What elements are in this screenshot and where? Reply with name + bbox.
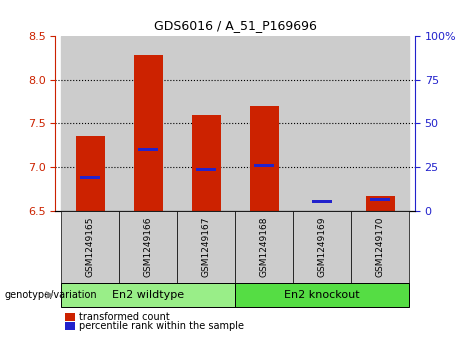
Text: GSM1249169: GSM1249169	[318, 217, 326, 277]
Bar	[235, 36, 293, 211]
Text: transformed count: transformed count	[79, 312, 170, 322]
Bar	[293, 36, 351, 211]
Text: GSM1249170: GSM1249170	[376, 217, 384, 277]
Bar	[177, 36, 235, 211]
Text: En2 wildtype: En2 wildtype	[112, 290, 184, 300]
Bar	[134, 56, 163, 211]
Bar	[366, 196, 395, 211]
Text: GSM1249165: GSM1249165	[86, 217, 95, 277]
Bar	[76, 136, 105, 211]
Text: percentile rank within the sample: percentile rank within the sample	[79, 321, 244, 331]
Text: GSM1249166: GSM1249166	[144, 217, 153, 277]
Bar	[370, 198, 390, 201]
Bar	[249, 106, 278, 211]
Bar	[192, 115, 221, 211]
Text: GSM1249167: GSM1249167	[201, 217, 211, 277]
Bar	[196, 168, 216, 171]
Bar	[351, 36, 409, 211]
Bar	[80, 176, 100, 179]
Bar	[138, 148, 158, 151]
Text: GSM1249168: GSM1249168	[260, 217, 269, 277]
Bar	[254, 164, 274, 167]
Text: genotype/variation: genotype/variation	[5, 290, 97, 300]
Title: GDS6016 / A_51_P169696: GDS6016 / A_51_P169696	[154, 19, 317, 32]
Bar	[119, 36, 177, 211]
Bar	[312, 200, 332, 203]
Bar	[61, 36, 119, 211]
Text: En2 knockout: En2 knockout	[284, 290, 360, 300]
